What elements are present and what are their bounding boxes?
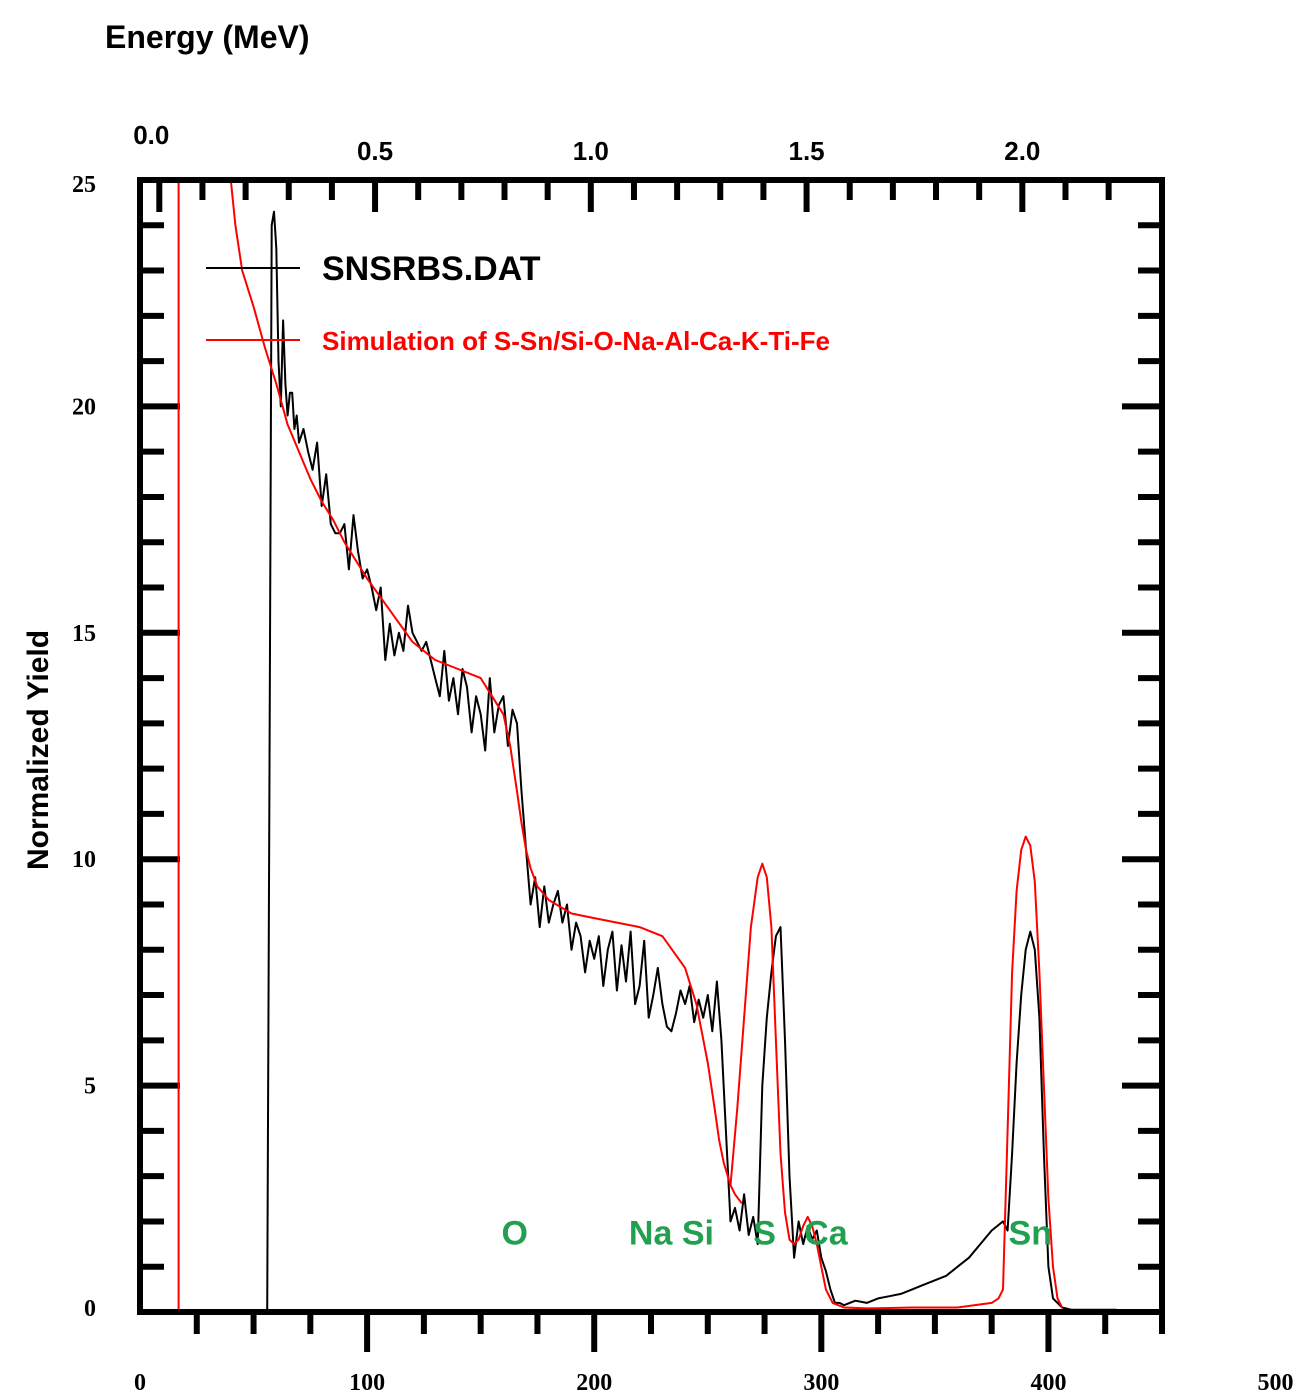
top-tick-label: 1.0 — [573, 136, 609, 166]
element-labels: O Na Si S Ca Sn — [502, 1214, 1052, 1252]
y-tick-label: 15 — [72, 621, 96, 647]
x-tick-label: 500 — [1258, 1370, 1294, 1394]
y-axis-label: Normalized Yield — [22, 630, 55, 870]
element-label: Na Si — [629, 1214, 714, 1252]
tick-labels: 0 100 200 300 400 500 0 5 10 15 20 25 0.0 0.5 1.0 1.5 2.… — [72, 120, 1294, 1394]
legend: SNSRBS.DAT Simulation of S-Sn/Si-O-Na-Al-… — [206, 250, 830, 356]
x-tick-label: 100 — [349, 1370, 385, 1394]
axis-ticks — [140, 180, 1165, 1352]
top-tick-label: 0.5 — [357, 136, 393, 166]
x-tick-label: 0 — [134, 1370, 146, 1394]
legend-label: Simulation of S-Sn/Si-O-Na-Al-Ca-K-Ti-Fe — [322, 326, 830, 356]
top-tick-label: 1.5 — [788, 136, 824, 166]
series-line-2 — [729, 835, 1063, 1310]
legend-label: SNSRBS.DAT — [322, 250, 541, 288]
element-label: Ca — [804, 1214, 849, 1252]
series-line-0 — [266, 210, 1117, 1312]
y-tick-label: 0 — [84, 1296, 96, 1322]
top-tick-label: 2.0 — [1004, 136, 1040, 166]
x-tick-label: 200 — [576, 1370, 612, 1394]
element-label: S — [753, 1214, 776, 1252]
top-tick-label: 0.0 — [133, 120, 169, 150]
x-tick-label: 400 — [1030, 1370, 1066, 1394]
plot-frame — [137, 177, 1165, 1315]
y-tick-label: 10 — [72, 847, 96, 873]
y-tick-label: 5 — [84, 1074, 96, 1100]
plot-lines — [177, 180, 1117, 1312]
y-tick-label: 20 — [72, 394, 96, 420]
element-label: Sn — [1009, 1214, 1052, 1252]
series-line-1 — [229, 180, 743, 1204]
top-axis-title: Energy (MeV) — [105, 19, 309, 55]
x-tick-label: 300 — [803, 1370, 839, 1394]
element-label: O — [502, 1214, 528, 1252]
y-tick-label: 25 — [72, 172, 96, 198]
